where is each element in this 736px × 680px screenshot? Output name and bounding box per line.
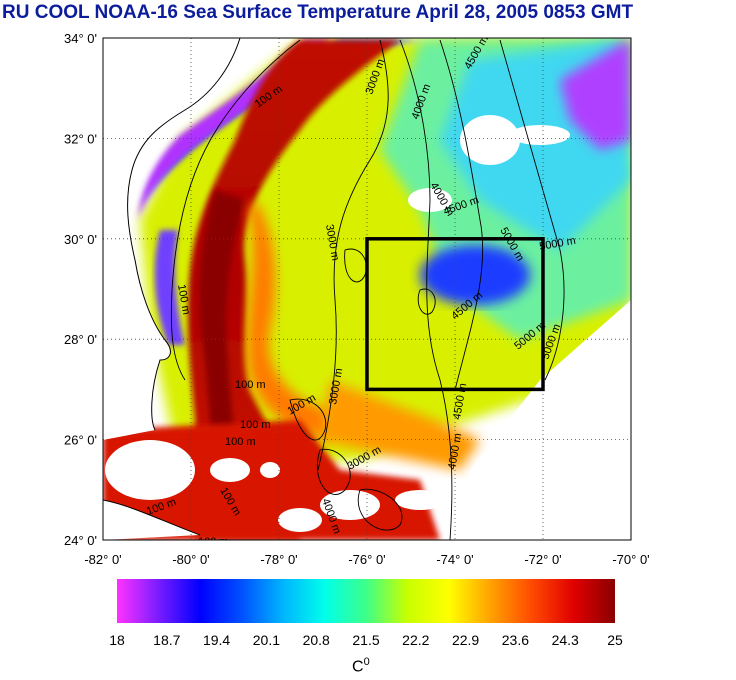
- cloud-patch: [278, 508, 322, 532]
- lat-label: 28° 0': [64, 332, 97, 347]
- cloud-patch: [320, 490, 380, 520]
- colorbar-tick-label: 19.4: [202, 632, 231, 648]
- colorbar-tick-label: 20.8: [302, 632, 330, 648]
- unit-label: C: [352, 658, 364, 676]
- land-us-coast: [103, 38, 240, 440]
- sst-violet-ne: [560, 38, 631, 150]
- contour-5000m: [499, 39, 565, 381]
- contour-depth-label: 100 m: [175, 283, 192, 315]
- contour-100m: [170, 39, 301, 381]
- lat-label: 24° 0': [64, 533, 97, 548]
- lat-label: 30° 0': [64, 232, 97, 247]
- lon-label: -80° 0': [172, 552, 209, 567]
- colorbar-tick-label: 18.7: [153, 632, 181, 648]
- bathymetry-contours: [170, 39, 565, 540]
- lat-label: 26° 0': [64, 433, 97, 448]
- cloud-patches: [105, 115, 570, 532]
- contour-depth-label: 100 m: [198, 536, 229, 548]
- contour-bahamas: [357, 488, 403, 531]
- study-area-box: [365, 237, 545, 392]
- sst-florida-shelf: [154, 230, 185, 345]
- cloud-patch: [510, 125, 570, 145]
- contour-depth-label: 100 m: [225, 436, 256, 448]
- contour-depth-label: 100 m: [240, 419, 271, 431]
- sst-blue-box: [420, 245, 530, 305]
- contour-3000m: [317, 39, 389, 471]
- coastline: [103, 38, 241, 536]
- cloud-patch: [105, 440, 195, 500]
- colorbar-tick-label: 22.9: [451, 632, 480, 648]
- contour-seamounts: [344, 248, 367, 283]
- contour-bahamas: [289, 398, 327, 441]
- lon-label: -82° 0': [84, 552, 121, 567]
- lat-label: 34° 0': [64, 31, 97, 46]
- colorbar-tick-label: 22.2: [402, 632, 430, 648]
- swath-edge-nodata: [450, 300, 631, 540]
- map-title: RU COOL NOAA-16 Sea Surface Temperature …: [2, 2, 634, 23]
- colorbar: [117, 579, 615, 623]
- sst-orange-band: [247, 200, 330, 440]
- contour-4000m: [399, 39, 453, 540]
- lon-label: -78° 0': [260, 552, 297, 567]
- colorbar-tick-label: 18: [109, 632, 125, 648]
- colorbar-tick-label: 24.3: [551, 632, 579, 648]
- lon-label: -74° 0': [436, 552, 473, 567]
- cloud-patch: [210, 458, 250, 482]
- colorbar-tick-label: 23.6: [501, 632, 530, 648]
- lon-label: -72° 0': [524, 552, 561, 567]
- cloud-patch: [260, 462, 280, 478]
- contour-depth-label: 100 m: [235, 379, 266, 391]
- unit-superscript: 0: [363, 656, 370, 668]
- sst-gulf-stream: [187, 40, 400, 540]
- cloud-patch: [395, 490, 445, 510]
- colorbar-tick-label: 21.5: [352, 632, 380, 648]
- contour-4500m: [439, 39, 484, 391]
- colorbar-unit: C0: [352, 656, 370, 676]
- lon-label: -70° 0': [612, 552, 649, 567]
- latitude-labels: 34° 0' 32° 0' 30° 0' 28° 0' 26° 0' 24° 0': [64, 31, 97, 548]
- lat-label: 32° 0': [64, 131, 97, 146]
- plot-frame: [102, 37, 632, 541]
- longitude-labels: -82° 0' -80° 0' -78° 0' -76° 0' -74° 0' -72° …: [84, 552, 649, 567]
- land-florida-keys: [103, 500, 200, 540]
- sst-orange-south: [320, 380, 480, 470]
- colorbar-tick-label: 25: [607, 632, 623, 648]
- contour-seamounts: [417, 288, 436, 315]
- contour-bahamas: [316, 448, 351, 495]
- colorbar-tick-label: 20.1: [252, 632, 281, 648]
- cloud-patch: [460, 115, 520, 165]
- lon-label: -76° 0': [348, 552, 385, 567]
